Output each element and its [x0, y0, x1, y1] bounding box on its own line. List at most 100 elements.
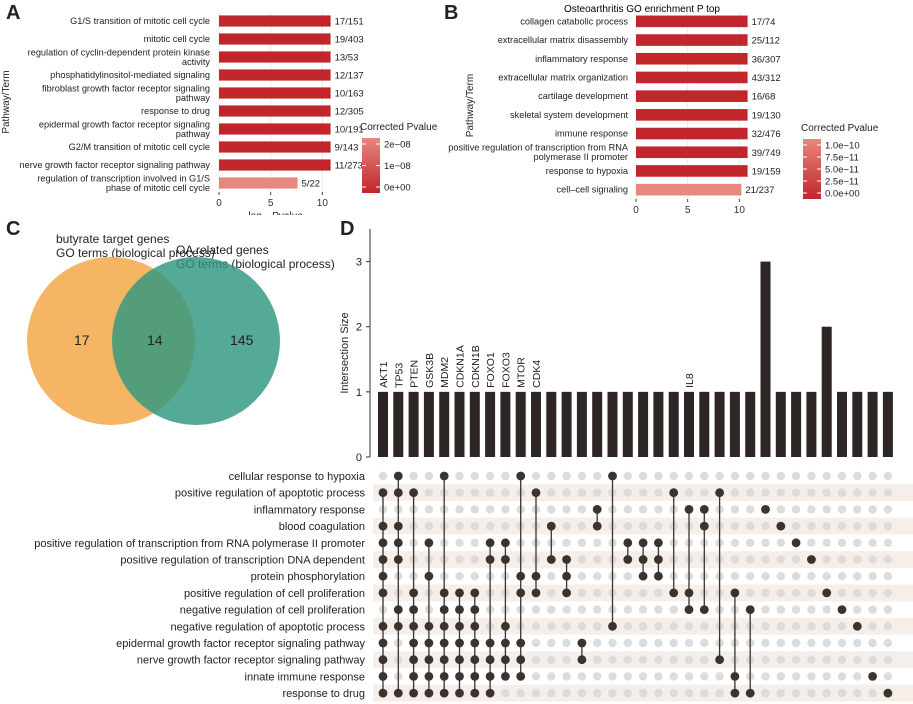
matrix-dot-filled — [439, 655, 449, 665]
x-tick-label: 10 — [734, 205, 746, 215]
matrix-dot-empty — [623, 488, 632, 497]
legend-tick-label: 0.0e+00 — [825, 189, 860, 200]
matrix-dot-empty — [730, 521, 740, 531]
y-axis-label: Pathway/Term — [465, 74, 476, 137]
matrix-dot-empty — [853, 655, 862, 664]
matrix-dot-empty — [531, 622, 541, 631]
matrix-dot-filled — [715, 488, 724, 498]
y-axis-label: Pathway/Term — [1, 70, 12, 133]
matrix-dot-empty — [837, 572, 847, 581]
matrix-dot-empty — [700, 488, 709, 497]
bar — [636, 183, 742, 196]
category-label: epidermal growth factor receptor signali… — [39, 119, 210, 139]
matrix-dot-empty — [577, 605, 587, 614]
matrix-dot-empty — [776, 588, 785, 598]
matrix-dot-filled — [638, 538, 648, 548]
matrix-dot-filled — [531, 488, 541, 498]
matrix-dot-filled — [608, 471, 617, 481]
matrix-dot-filled — [409, 488, 418, 498]
matrix-dot-filled — [516, 588, 526, 598]
matrix-dot-empty — [455, 471, 464, 481]
gene-label: MDM2 — [439, 357, 451, 388]
matrix-dot-empty — [577, 471, 587, 481]
matrix-dot-empty — [638, 505, 648, 514]
matrix-dot-empty — [868, 605, 877, 614]
matrix-dot-empty — [577, 588, 587, 598]
venn-count-butyrate-only: 17 — [74, 332, 90, 348]
matrix-dot-empty — [761, 521, 770, 531]
bar — [636, 109, 748, 121]
set-label: positive regulation of transcription DNA… — [120, 555, 365, 567]
venn-count-oa-only: 145 — [230, 332, 254, 348]
matrix-dot-empty — [791, 588, 801, 598]
matrix-dot-filled — [470, 605, 480, 614]
matrix-dot-empty — [638, 638, 648, 648]
matrix-dot-filled — [654, 571, 663, 581]
matrix-dot-empty — [562, 521, 571, 531]
matrix-dot-empty — [593, 488, 602, 497]
matrix-dot-empty — [547, 688, 556, 698]
matrix-dot-empty — [470, 572, 479, 581]
matrix-dot-empty — [623, 622, 632, 631]
matrix-dot-empty — [562, 471, 571, 481]
category-label: cartilage development — [538, 91, 628, 101]
matrix-dot-empty — [853, 555, 862, 564]
matrix-dot-empty — [883, 638, 893, 648]
matrix-dot-empty — [791, 655, 801, 664]
category-label: fibroblast growth factor receptor signal… — [42, 83, 210, 103]
bar-count-label: 12/305 — [335, 107, 364, 118]
matrix-dot-filled — [378, 688, 388, 698]
set-label: positive regulation of transcription fro… — [34, 538, 365, 550]
matrix-dot-empty — [807, 655, 816, 664]
bar-count-label: 25/112 — [752, 36, 780, 47]
legend-tick-label: 0e+00 — [384, 183, 411, 194]
bar-count-label: 5/22 — [302, 179, 321, 190]
bar-count-label: 19/159 — [752, 166, 781, 177]
set-label: inflammatory response — [254, 504, 365, 516]
matrix-dot-empty — [669, 471, 678, 481]
matrix-dot-empty — [562, 638, 571, 648]
category-label: positive regulation of transcription fro… — [448, 143, 629, 163]
bar-count-label: 19/403 — [335, 35, 364, 46]
matrix-dot-empty — [822, 505, 831, 514]
matrix-dot-empty — [868, 572, 877, 581]
intersection-bar — [638, 391, 649, 457]
matrix-dot-empty — [638, 655, 648, 664]
matrix-dot-empty — [547, 655, 556, 664]
matrix-dot-filled — [439, 621, 449, 631]
matrix-dot-empty — [715, 471, 724, 481]
matrix-dot-empty — [807, 605, 816, 614]
matrix-dot-empty — [455, 555, 464, 564]
matrix-dot-empty — [669, 605, 678, 614]
gene-label: TP53 — [393, 363, 405, 388]
bar — [219, 15, 331, 27]
matrix-dot-empty — [547, 588, 556, 598]
matrix-dot-filled — [516, 471, 526, 481]
matrix-dot-empty — [807, 521, 816, 531]
intersection-bar — [821, 326, 832, 457]
matrix-dot-empty — [822, 521, 831, 531]
matrix-dot-filled — [638, 555, 648, 564]
venn-circle-oa — [112, 257, 280, 425]
matrix-dot-empty — [791, 521, 801, 531]
matrix-dot-empty — [837, 672, 847, 681]
bar-count-label: 19/130 — [752, 110, 781, 121]
bar-count-label: 17/151 — [335, 17, 364, 28]
matrix-dot-empty — [807, 672, 816, 681]
matrix-dot-empty — [623, 605, 632, 614]
matrix-dot-filled — [684, 605, 694, 614]
panel-letter-a: A — [6, 2, 21, 24]
legend-tick-label: 2e−08 — [384, 140, 411, 151]
matrix-dot-empty — [761, 655, 770, 664]
matrix-dot-filled — [455, 588, 464, 598]
set-label: response to drug — [282, 688, 365, 700]
matrix-dot-empty — [791, 471, 801, 481]
category-label: nerve growth factor receptor signaling p… — [20, 160, 211, 170]
matrix-dot-empty — [822, 555, 831, 564]
matrix-dot-filled — [409, 605, 418, 614]
matrix-dot-empty — [730, 505, 740, 514]
matrix-dot-empty — [776, 505, 785, 514]
bar — [636, 34, 748, 46]
matrix-dot-empty — [822, 638, 831, 648]
set-label: protein phosphorylation — [251, 571, 365, 583]
